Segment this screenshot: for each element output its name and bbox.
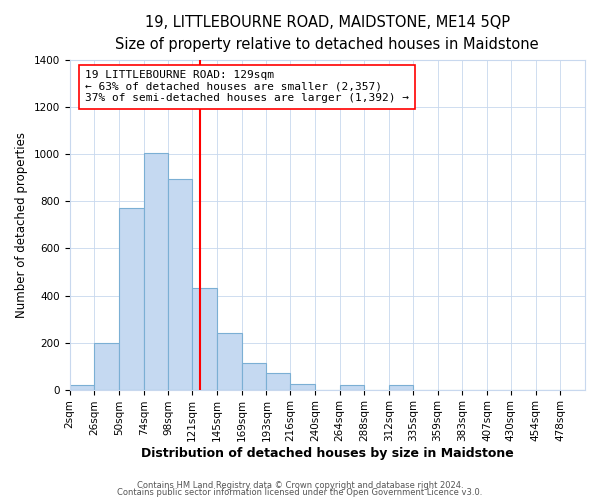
Bar	[119, 208, 144, 390]
Text: 19 LITTLEBOURNE ROAD: 129sqm
← 63% of detached houses are smaller (2,357)
37% of: 19 LITTLEBOURNE ROAD: 129sqm ← 63% of de…	[85, 70, 409, 103]
Bar	[242, 362, 266, 390]
Bar	[266, 373, 290, 390]
Text: Contains HM Land Registry data © Crown copyright and database right 2024.: Contains HM Land Registry data © Crown c…	[137, 480, 463, 490]
Bar	[340, 385, 364, 390]
Text: Contains public sector information licensed under the Open Government Licence v3: Contains public sector information licen…	[118, 488, 482, 497]
Bar	[290, 384, 315, 390]
Y-axis label: Number of detached properties: Number of detached properties	[15, 132, 28, 318]
Title: 19, LITTLEBOURNE ROAD, MAIDSTONE, ME14 5QP
Size of property relative to detached: 19, LITTLEBOURNE ROAD, MAIDSTONE, ME14 5…	[115, 15, 539, 52]
Bar	[144, 153, 169, 390]
Bar	[169, 179, 192, 390]
Bar	[217, 333, 242, 390]
Bar	[70, 385, 94, 390]
Bar	[94, 342, 119, 390]
X-axis label: Distribution of detached houses by size in Maidstone: Distribution of detached houses by size …	[141, 447, 514, 460]
Bar	[192, 288, 217, 390]
Bar	[389, 386, 413, 390]
